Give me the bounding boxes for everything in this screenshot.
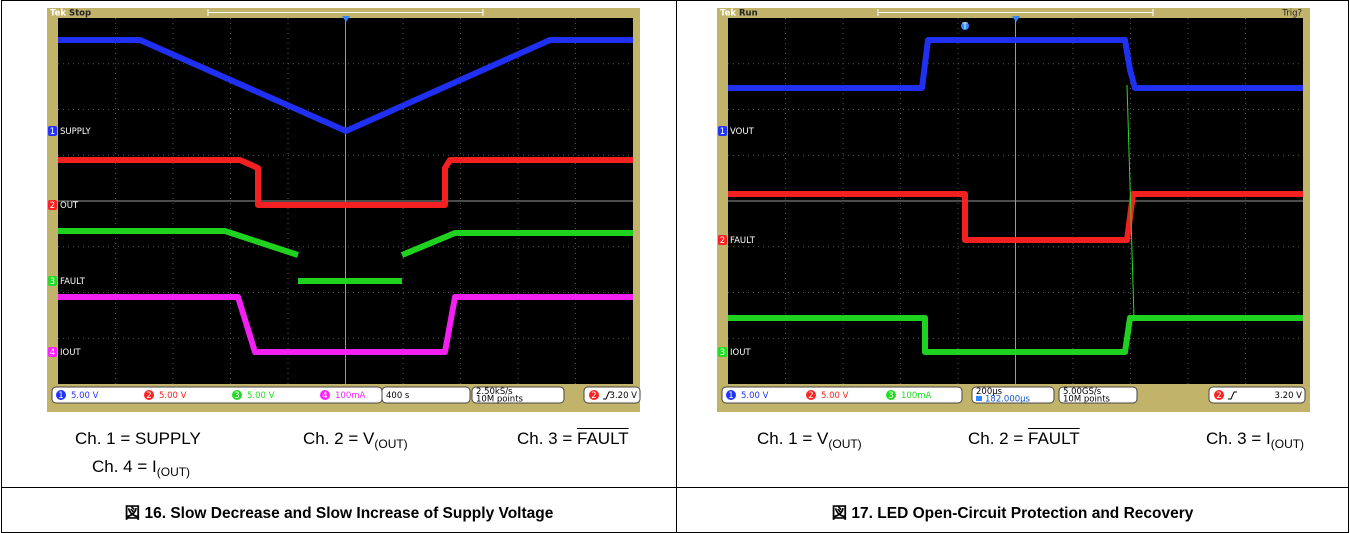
channel-scale: 100mA	[901, 391, 932, 401]
note-sub: (OUT)	[157, 465, 190, 479]
timebase: 400 s	[386, 391, 410, 401]
trigger-level: 3.20 V	[1275, 391, 1303, 401]
page: TekStop1SUPPLY2OUT3FAULT4IOUT15.00 V25.0…	[0, 0, 1350, 533]
note-text: Ch. 1 = SUPPLY	[75, 429, 201, 448]
record-length: 10M points	[476, 395, 524, 405]
note-sub: (OUT)	[374, 437, 407, 451]
note-text: Ch. 2 =	[968, 429, 1028, 448]
channel-note: Ch. 2 = V(OUT)	[303, 429, 408, 451]
channel-marker-number: 3	[720, 348, 725, 358]
note-overline: FAULT	[577, 429, 629, 448]
channel-marker-number: 1	[50, 127, 55, 137]
channel-note: Ch. 2 = FAULT	[968, 429, 1080, 449]
note-sub: (OUT)	[1271, 437, 1304, 451]
delay-icon	[976, 396, 982, 401]
channel-scale: 5.00 V	[741, 391, 769, 401]
channel-label: VOUT	[730, 127, 755, 137]
channel-label: FAULT	[60, 277, 86, 287]
note-text: Ch. 4 = I	[92, 457, 157, 476]
note-overline: FAULT	[1028, 429, 1080, 448]
channel-scale: 5.00 V	[247, 391, 275, 401]
figure-canvas: TekStop1SUPPLY2OUT3FAULT4IOUT15.00 V25.0…	[0, 0, 1350, 533]
channel-label: SUPPLY	[60, 127, 91, 137]
readout-channel-number: 3	[888, 391, 893, 401]
readout-channel-number: 3	[234, 391, 239, 401]
channel-label: OUT	[60, 201, 79, 211]
scope-logo: Tek	[720, 9, 736, 19]
channel-scale: 100mA	[335, 391, 366, 401]
channel-scale: 5.00 V	[159, 391, 187, 401]
channel-scale: 5.00 V	[821, 391, 849, 401]
readout-channel-number: 1	[58, 391, 63, 401]
channel-marker-number: 4	[50, 348, 55, 358]
trigger-state: Trig?	[1281, 9, 1302, 19]
note-text: Ch. 3 = I	[1206, 429, 1271, 448]
acq-status: Stop	[69, 9, 91, 19]
channel-marker-number: 2	[720, 236, 725, 246]
channel-label: FAULT	[730, 236, 756, 246]
note-text: Ch. 1 = V	[757, 429, 828, 448]
delay: 182.000µs	[985, 395, 1031, 405]
channel-note: Ch. 3 = FAULT	[517, 429, 629, 449]
readout-channel-number: 1	[728, 391, 733, 401]
channel-note: Ch. 4 = I(OUT)	[92, 457, 190, 479]
channel-label: IOUT	[60, 348, 81, 358]
trigger-marker-label: T	[961, 22, 968, 32]
scope-logo: Tek	[50, 9, 66, 19]
trigger-channel: 2	[1216, 391, 1221, 401]
acq-status: Run	[739, 9, 758, 19]
record-length: 10M points	[1063, 395, 1111, 405]
readout-box	[52, 387, 382, 403]
channel-label: IOUT	[730, 348, 751, 358]
readout-channel-number: 2	[808, 391, 813, 401]
note-text: Ch. 3 =	[517, 429, 577, 448]
channel-marker-number: 2	[50, 201, 55, 211]
trigger-level: 3.20 V	[610, 391, 638, 401]
figure-caption: 図 17. LED Open-Circuit Protection and Re…	[677, 501, 1348, 523]
channel-marker-number: 1	[720, 127, 725, 137]
trigger-channel: 2	[591, 391, 596, 401]
readout-channel-number: 2	[146, 391, 151, 401]
note-text: Ch. 2 = V	[303, 429, 374, 448]
channel-note: Ch. 1 = SUPPLY	[75, 429, 201, 449]
figure-caption: 図 16. Slow Decrease and Slow Increase of…	[2, 501, 676, 523]
readout-channel-number: 4	[322, 391, 327, 401]
channel-note: Ch. 3 = I(OUT)	[1206, 429, 1304, 451]
note-sub: (OUT)	[828, 437, 861, 451]
channel-scale: 5.00 V	[71, 391, 99, 401]
channel-marker-number: 3	[50, 277, 55, 287]
channel-note: Ch. 1 = V(OUT)	[757, 429, 862, 451]
